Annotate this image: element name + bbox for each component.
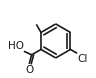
Text: O: O xyxy=(26,65,34,75)
Text: Cl: Cl xyxy=(77,54,88,64)
Text: HO: HO xyxy=(8,41,24,51)
